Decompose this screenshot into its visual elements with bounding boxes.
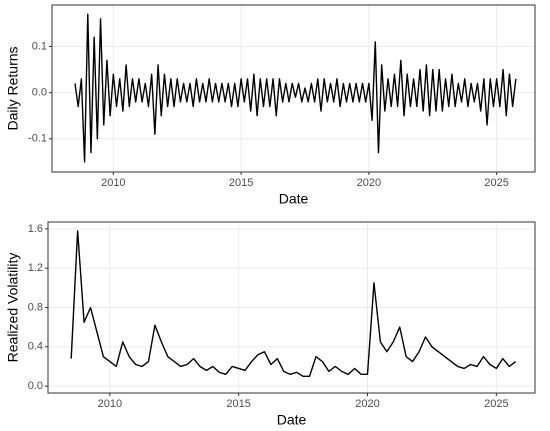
panel-border	[51, 4, 536, 173]
y-axis-title: Daily Returns	[5, 46, 21, 130]
panel-border	[47, 221, 536, 394]
y-tick-label: 0.0	[28, 380, 43, 392]
y-tick-label: -0.1	[28, 133, 47, 145]
y-tick-label: 0.0	[32, 87, 47, 99]
x-axis-title: Date	[279, 191, 309, 207]
y-tick-label: 1.2	[28, 262, 43, 274]
x-axis-title: Date	[277, 412, 307, 428]
y-tick-label: 0.8	[28, 301, 43, 313]
x-tick-label: 2020	[355, 398, 379, 410]
x-tick-label: 2025	[484, 398, 508, 410]
y-tick-label: 0.4	[28, 341, 43, 353]
data-line	[74, 13, 517, 163]
y-tick-label: 1.6	[28, 223, 43, 235]
x-tick-label: 2010	[101, 177, 125, 189]
x-tick-label: 2015	[229, 177, 253, 189]
x-tick-label: 2020	[357, 177, 381, 189]
x-tick-label: 2025	[484, 177, 508, 189]
x-tick-label: 2015	[226, 398, 250, 410]
data-line	[70, 230, 517, 377]
y-tick-label: 0.1	[32, 40, 47, 52]
y-axis-title: Realized Volatility	[5, 253, 21, 363]
x-tick-label: 2010	[98, 398, 122, 410]
